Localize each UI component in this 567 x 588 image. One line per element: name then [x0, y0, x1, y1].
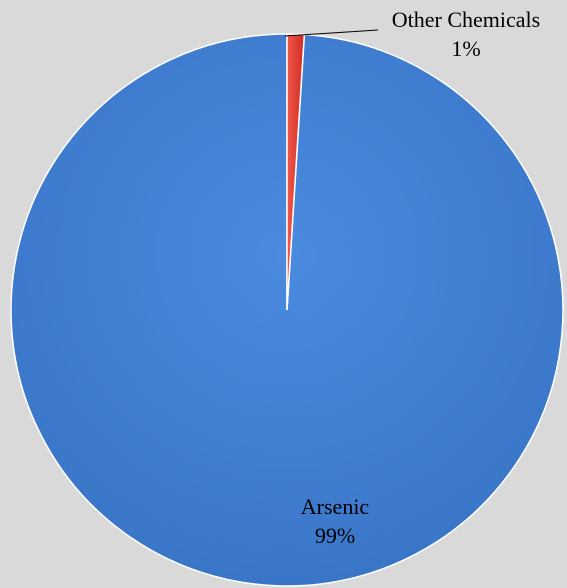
slice-label-arsenic: Arsenic 99% [301, 494, 370, 548]
slice-name-other-chemicals: Other Chemicals [392, 7, 540, 32]
slice-percent-arsenic: 99% [315, 523, 355, 548]
slice-label-other-chemicals: Other Chemicals 1% [392, 7, 540, 61]
other-chemicals-leader-line [284, 29, 379, 37]
pie-slices [10, 33, 564, 587]
slice-name-arsenic: Arsenic [301, 494, 370, 519]
slice-percent-other-chemicals: 1% [451, 36, 480, 61]
